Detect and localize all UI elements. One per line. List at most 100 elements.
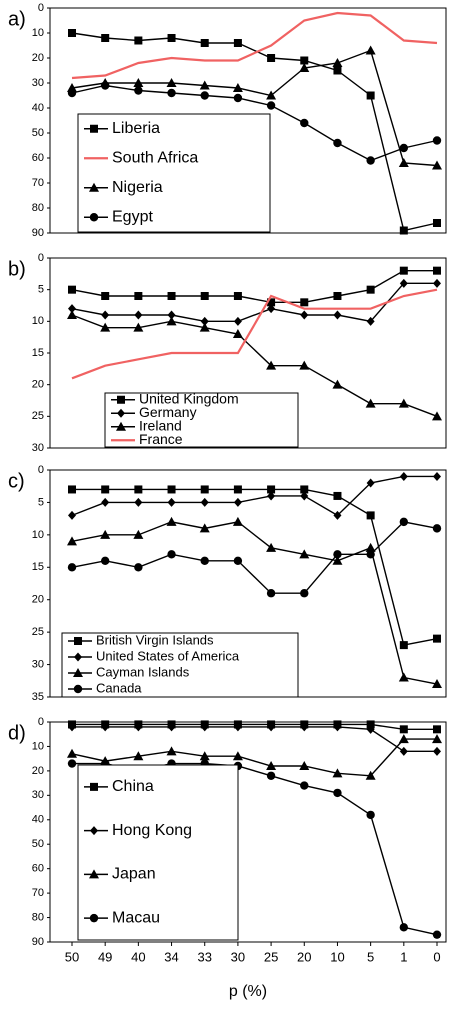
- series-marker: [167, 292, 176, 300]
- series-marker: [133, 78, 144, 87]
- series-marker: [300, 485, 309, 494]
- series-marker: [232, 83, 243, 92]
- series-marker: [366, 724, 375, 734]
- series-marker: [68, 304, 76, 314]
- legend-label: Liberia: [112, 120, 160, 137]
- y-tick-label: 20: [32, 765, 44, 777]
- series-marker: [300, 589, 309, 598]
- series-marker: [399, 517, 409, 527]
- series-marker: [200, 292, 209, 300]
- y-tick-label: 10: [32, 315, 44, 327]
- series-marker: [333, 550, 342, 559]
- series-line: [72, 726, 437, 753]
- series-marker: [68, 285, 76, 294]
- series-marker: [101, 292, 110, 300]
- series-marker: [232, 516, 243, 526]
- series-marker: [199, 80, 210, 90]
- series-marker: [67, 310, 77, 319]
- panel-label: b): [8, 258, 26, 280]
- series-marker: [433, 278, 441, 288]
- y-tick-label: 80: [32, 202, 44, 214]
- series-line: [71, 282, 437, 323]
- series-marker: [233, 485, 242, 494]
- series-marker: [332, 58, 343, 67]
- y-tick-label: 70: [32, 177, 44, 189]
- series-marker: [332, 555, 343, 565]
- series-marker: [398, 672, 409, 682]
- legend-label: Egypt: [112, 208, 153, 225]
- series-marker: [233, 93, 243, 103]
- series-marker: [300, 56, 309, 65]
- y-tick-label: 60: [32, 152, 44, 164]
- series-marker: [399, 746, 408, 756]
- legend-label: South Africa: [112, 149, 198, 166]
- x-tick-label: 33: [197, 949, 211, 964]
- legend-label: Macau: [112, 909, 160, 926]
- legend-label: British Virgin Islands: [96, 632, 214, 647]
- series-marker: [199, 751, 210, 761]
- series-marker: [134, 563, 143, 572]
- series-marker: [366, 478, 375, 488]
- series-marker: [432, 524, 442, 533]
- series-marker: [300, 722, 309, 732]
- series-marker: [232, 751, 243, 761]
- legend-label: Japan: [112, 866, 156, 883]
- series-marker: [134, 36, 143, 45]
- legend-marker: [73, 668, 83, 677]
- x-tick-label: 30: [231, 949, 245, 964]
- series-marker: [399, 226, 408, 235]
- y-tick-label: 0: [38, 252, 44, 264]
- series-marker: [167, 722, 176, 732]
- series-marker: [299, 63, 310, 72]
- series-marker: [432, 136, 442, 145]
- series-marker: [433, 725, 441, 734]
- series-line: [71, 314, 438, 417]
- legend-label: United Kingdom: [139, 390, 239, 406]
- legend-label: Hong Kong: [112, 822, 192, 839]
- series-marker: [333, 722, 342, 732]
- series-marker: [233, 39, 242, 47]
- panel-label: a): [8, 8, 26, 30]
- series-marker: [333, 510, 342, 520]
- series-marker: [267, 304, 276, 314]
- y-tick-label: 30: [32, 77, 44, 89]
- series-line: [71, 521, 438, 685]
- legend-box: [61, 632, 299, 698]
- series-marker: [167, 310, 176, 320]
- series-marker: [432, 734, 442, 744]
- series-marker: [266, 589, 276, 598]
- series-marker: [267, 491, 276, 501]
- series-line: [71, 32, 438, 232]
- series-marker: [433, 471, 441, 481]
- series-marker: [166, 78, 177, 87]
- y-tick-label: 15: [32, 561, 44, 573]
- y-tick-label: 35: [32, 691, 44, 703]
- series-marker: [333, 491, 342, 500]
- series-line: [71, 269, 437, 304]
- legend-label: Nigeria: [112, 179, 163, 196]
- y-tick-label: 20: [32, 594, 44, 606]
- series-marker: [200, 556, 209, 565]
- series-line: [72, 488, 438, 646]
- series-marker: [300, 491, 309, 501]
- legend-label: Canada: [96, 680, 142, 695]
- series-line: [71, 521, 438, 594]
- series-marker: [299, 360, 310, 370]
- series-line: [71, 84, 438, 162]
- series-marker: [398, 158, 409, 167]
- x-tick-label: 34: [164, 949, 178, 964]
- series-marker: [299, 761, 310, 770]
- series-marker: [399, 471, 408, 481]
- panel-label: d): [8, 722, 26, 744]
- series-marker: [300, 781, 309, 790]
- series-marker: [267, 298, 276, 307]
- series-line: [71, 475, 437, 517]
- series-marker: [166, 516, 177, 526]
- series-marker: [101, 34, 110, 42]
- series-marker: [366, 550, 375, 559]
- series-marker: [166, 316, 177, 326]
- series-marker: [433, 266, 441, 275]
- series-marker: [266, 90, 277, 100]
- y-tick-label: 20: [32, 52, 44, 64]
